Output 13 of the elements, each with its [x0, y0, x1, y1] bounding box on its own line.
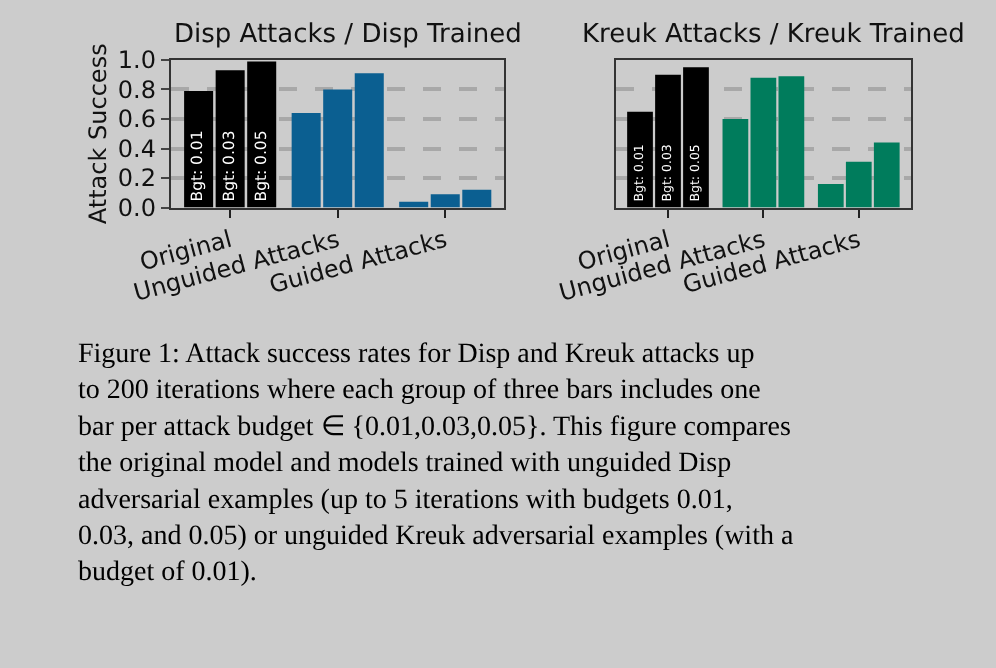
series-label: Bgt: 0.03	[220, 130, 239, 202]
series-label: Bgt: 0.01	[188, 130, 207, 202]
y-tick-label: 0.8	[117, 75, 157, 104]
series-label: Bgt: 0.05	[251, 130, 270, 202]
chart-title: Kreuk Attacks / Kreuk Trained	[582, 20, 965, 50]
y-tick-label: 0.2	[117, 164, 157, 193]
y-tick-label: 0.4	[117, 134, 157, 163]
y-tick-label: 0.0	[117, 193, 157, 222]
y-tick-label: 1.0	[117, 46, 157, 75]
y-tick-label: 0.6	[117, 105, 157, 134]
y-axis-title: Attack Success	[84, 43, 113, 225]
caption: Figure 1: Attack success rates for Disp and Kreuk attacks up to 200 iterations where each group of three bars includes one bar per attack budget ∈ {0.01,0.03,0.05}. This figure compares the original model and models trained with unguided Disp adversarial examples (up to 5 iterations with budgets 0.01, 0.03, and 0.05) or unguided Kreuk adversarial examples (with a budget of 0.01).	[78, 340, 795, 589]
chart-title: Disp Attacks / Disp Trained	[174, 20, 522, 50]
